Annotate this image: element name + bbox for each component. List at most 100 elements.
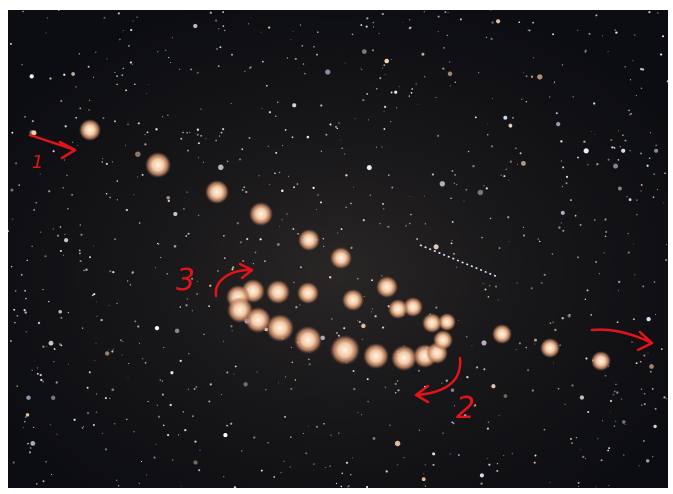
- star: [179, 306, 182, 308]
- star: [275, 115, 277, 117]
- star: [101, 432, 104, 435]
- star: [180, 137, 183, 140]
- star: [284, 128, 287, 131]
- star: [202, 161, 205, 163]
- star: [218, 28, 220, 30]
- star: [8, 230, 10, 233]
- star: [155, 443, 157, 445]
- star: [233, 373, 235, 375]
- planet-image: [330, 335, 360, 365]
- star: [125, 89, 128, 92]
- star: [409, 222, 411, 225]
- star: [31, 245, 33, 247]
- star: [52, 228, 54, 230]
- star: [345, 174, 348, 177]
- star: [450, 242, 453, 245]
- star: [361, 323, 366, 329]
- star: [356, 277, 359, 280]
- star: [353, 186, 355, 188]
- star: [83, 425, 85, 427]
- star: [320, 150, 323, 152]
- star: [530, 75, 534, 78]
- star: [279, 226, 281, 228]
- star: [491, 384, 496, 389]
- star: [415, 83, 417, 85]
- star: [262, 60, 264, 63]
- star: [170, 62, 172, 63]
- star: [647, 352, 649, 354]
- star: [159, 379, 162, 381]
- star: [258, 175, 260, 177]
- star: [351, 33, 354, 36]
- star: [93, 245, 95, 247]
- star: [443, 47, 445, 49]
- star: [593, 219, 596, 221]
- star: [372, 437, 376, 440]
- star: [223, 29, 226, 32]
- planet-image: [540, 338, 560, 358]
- star: [394, 382, 397, 386]
- star: [222, 11, 224, 13]
- star: [129, 61, 132, 64]
- star: [200, 108, 202, 110]
- star: [59, 226, 62, 228]
- star: [600, 459, 603, 462]
- star: [111, 161, 114, 163]
- star: [623, 454, 625, 456]
- star: [484, 288, 487, 291]
- star: [633, 34, 636, 36]
- star: [653, 281, 656, 283]
- star: [590, 314, 593, 316]
- star: [109, 196, 111, 199]
- star: [197, 142, 200, 145]
- star: [378, 33, 380, 35]
- star: [495, 19, 501, 24]
- star: [463, 200, 465, 202]
- star: [77, 144, 79, 147]
- star: [195, 385, 198, 388]
- star: [209, 383, 212, 386]
- star: [302, 63, 305, 65]
- star: [387, 174, 390, 177]
- star: [141, 173, 144, 176]
- star: [198, 157, 200, 159]
- star: [127, 280, 129, 282]
- star: [552, 33, 555, 36]
- star: [381, 67, 384, 69]
- star: [518, 342, 521, 345]
- star: [608, 447, 611, 450]
- planet-image: [591, 351, 611, 371]
- star: [156, 404, 158, 406]
- star: [111, 388, 115, 392]
- star: [145, 474, 147, 476]
- star: [122, 340, 124, 342]
- star: [78, 53, 80, 55]
- star: [387, 225, 390, 228]
- star: [580, 449, 582, 450]
- star: [302, 433, 304, 435]
- star: [146, 93, 147, 94]
- star: [305, 452, 308, 455]
- star: [313, 463, 315, 465]
- star: [296, 183, 299, 185]
- star: [144, 133, 146, 136]
- star: [379, 222, 381, 225]
- star: [384, 386, 387, 389]
- annotation-1: 1: [28, 133, 77, 173]
- star: [639, 360, 642, 363]
- star: [615, 383, 617, 385]
- star: [289, 466, 291, 468]
- star: [451, 220, 454, 223]
- star: [424, 485, 427, 487]
- star: [138, 482, 140, 484]
- star: [571, 442, 573, 445]
- star: [218, 135, 221, 137]
- star: [285, 376, 287, 378]
- star: [131, 273, 133, 275]
- star: [523, 71, 525, 73]
- star: [643, 354, 646, 357]
- star: [31, 130, 37, 136]
- star: [643, 440, 645, 442]
- star: [31, 120, 34, 123]
